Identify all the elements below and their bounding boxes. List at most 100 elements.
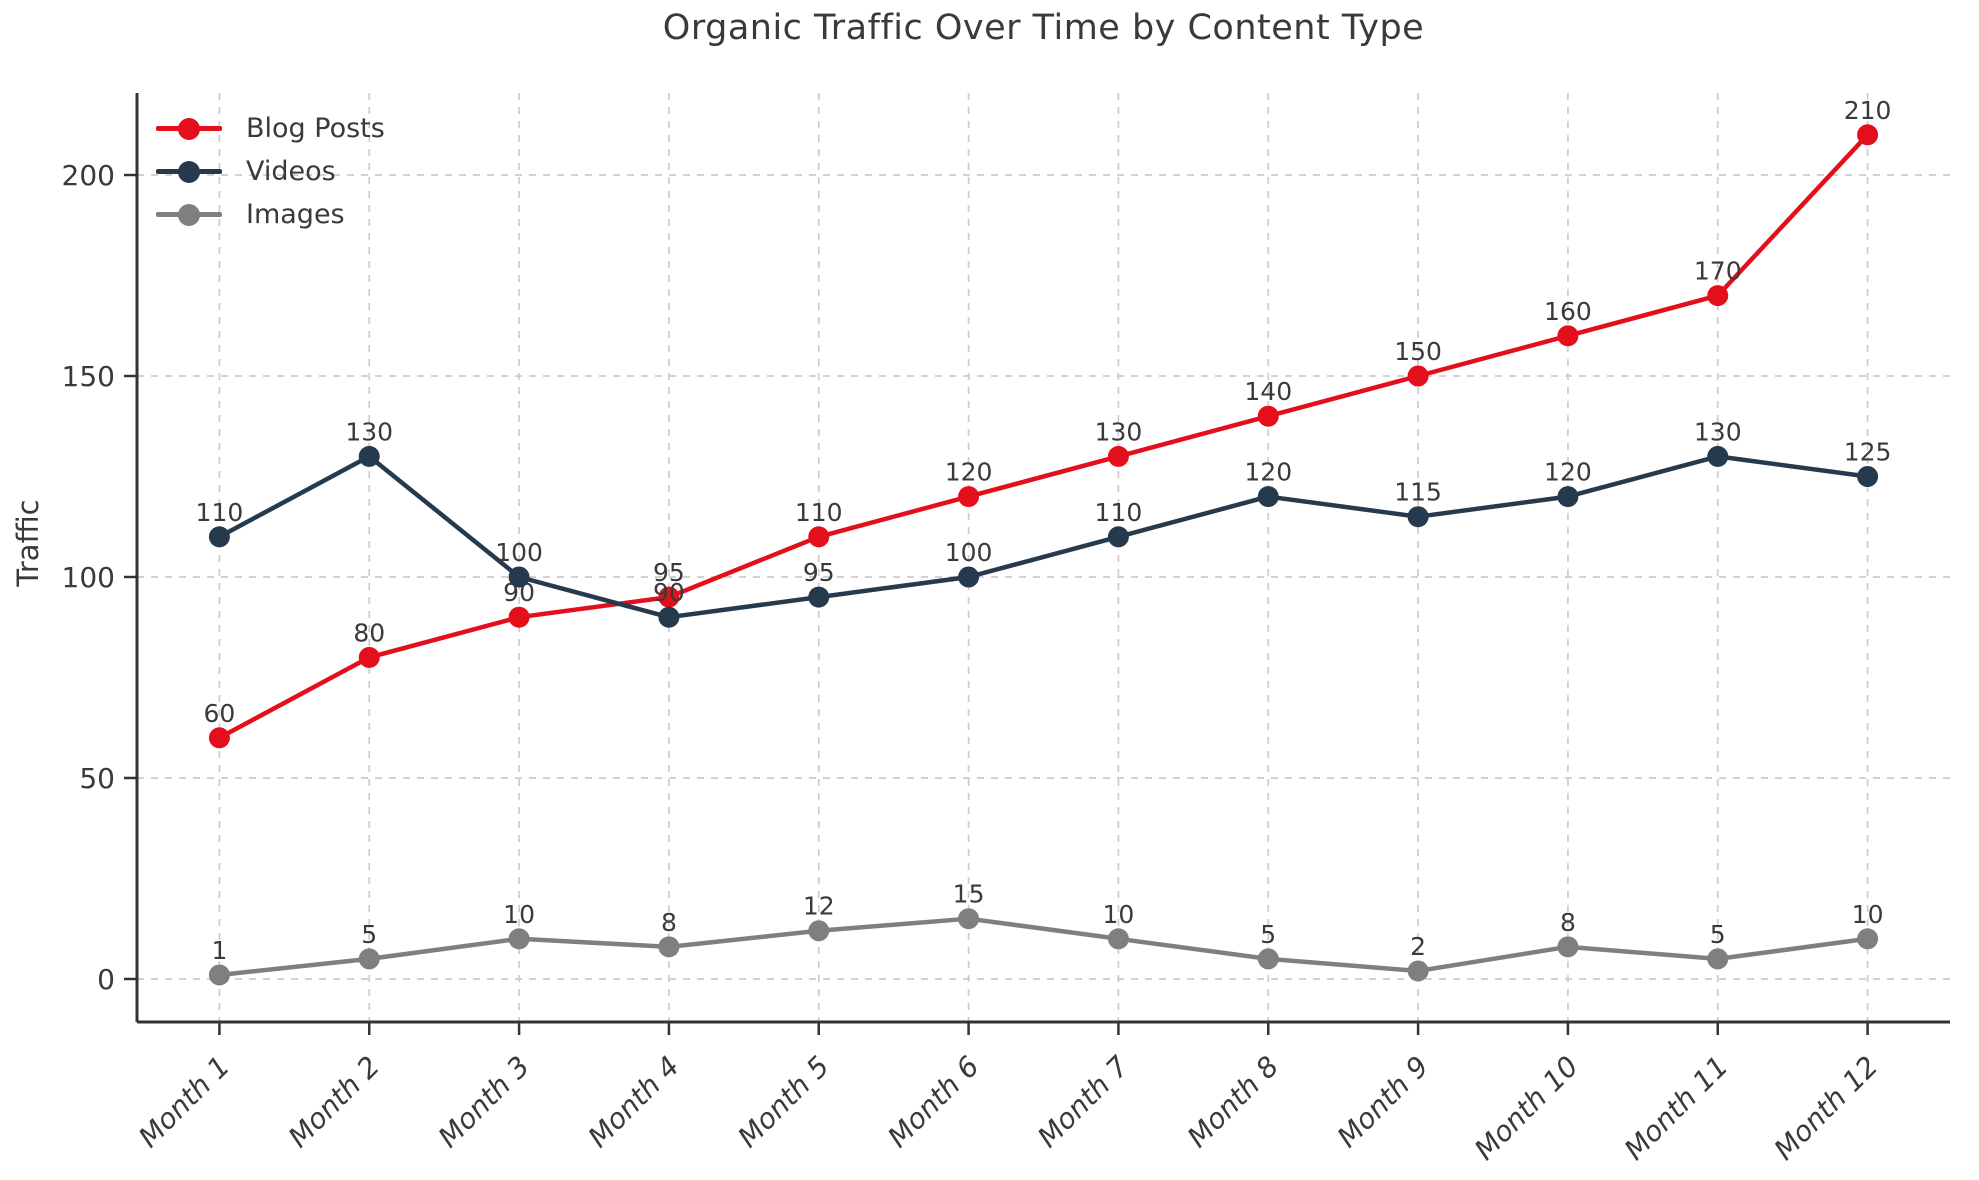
series-line	[219, 916, 1868, 978]
x-tick-label: Month 5	[731, 1050, 835, 1154]
x-tick-label: Month 9	[1331, 1050, 1435, 1154]
data-point	[958, 566, 980, 588]
data-point	[1857, 124, 1879, 146]
data-point-label: 1	[211, 936, 227, 965]
data-point	[208, 964, 230, 986]
data-point-label: 130	[1095, 417, 1143, 446]
data-point-label: 100	[945, 538, 993, 567]
x-tick-label: Month 3	[432, 1050, 536, 1154]
series-line	[218, 133, 1870, 740]
data-point-label: 95	[803, 558, 835, 587]
data-point-label: 110	[1095, 498, 1143, 527]
data-point-label: 170	[1694, 257, 1742, 286]
data-point	[1407, 365, 1429, 387]
data-point-label: 10	[1852, 900, 1884, 929]
data-point	[1107, 526, 1129, 548]
data-point	[358, 948, 380, 970]
y-tick-label: 150	[62, 360, 115, 393]
data-point	[358, 646, 380, 668]
data-point	[1707, 445, 1729, 467]
data-point	[958, 486, 980, 508]
data-point	[958, 908, 980, 930]
data-point	[1557, 936, 1579, 958]
data-point	[358, 445, 380, 467]
legend-item-videos: Videos	[156, 150, 385, 193]
data-point-label: 100	[495, 538, 543, 567]
data-point	[1257, 405, 1279, 427]
legend-item-images: Images	[156, 193, 385, 236]
data-point	[1707, 285, 1729, 307]
data-point-label: 5	[1260, 920, 1276, 949]
legend-swatch-videos-icon	[156, 160, 222, 183]
data-point-label: 120	[1244, 458, 1292, 487]
data-point-label: 140	[1244, 377, 1292, 406]
y-tick-label: 0	[97, 963, 115, 996]
data-point-label: 210	[1844, 96, 1892, 125]
x-tick-label: Month 4	[582, 1050, 686, 1154]
data-point	[1257, 948, 1279, 970]
data-point-label: 80	[353, 618, 385, 647]
legend-label: Blog Posts	[246, 113, 385, 144]
x-tick-label: Month 10	[1468, 1050, 1585, 1167]
legend-marker-icon	[178, 160, 200, 183]
x-tick-label: Month 8	[1181, 1050, 1285, 1154]
data-point	[1557, 486, 1579, 508]
legend-item-blog-posts: Blog Posts	[156, 107, 385, 150]
data-point	[508, 928, 530, 950]
data-point-label: 130	[1694, 417, 1742, 446]
data-point-label: 120	[945, 458, 993, 487]
x-tick-label: Month 11	[1618, 1050, 1735, 1167]
data-point-label: 115	[1394, 478, 1442, 507]
x-tick-label: Month 2	[282, 1050, 386, 1154]
data-point-label: 10	[503, 900, 535, 929]
chart-title: Organic Traffic Over Time by Content Typ…	[662, 8, 1425, 48]
data-point	[658, 936, 680, 958]
data-point	[1707, 948, 1729, 970]
data-point	[658, 606, 680, 628]
legend-label: Images	[246, 199, 345, 230]
legend-label: Videos	[246, 156, 336, 187]
data-point	[808, 920, 830, 942]
data-point-label: 120	[1544, 458, 1592, 487]
data-point-label: 125	[1844, 437, 1892, 466]
y-tick-label: 100	[62, 561, 115, 594]
gridlines	[137, 93, 1950, 1022]
data-point	[208, 727, 230, 749]
legend-swatch-blog-posts-icon	[156, 117, 222, 140]
data-point-label: 130	[345, 417, 393, 446]
data-point-label: 110	[196, 498, 244, 527]
data-point	[1407, 960, 1429, 982]
data-point	[508, 606, 530, 628]
x-tick-label: Month 12	[1768, 1050, 1885, 1167]
data-point-label: 95	[653, 558, 685, 587]
data-point	[1557, 325, 1579, 347]
legend: Blog Posts Videos Images	[156, 107, 385, 236]
data-point-label: 15	[953, 880, 985, 909]
series-line	[218, 454, 1868, 620]
data-point	[808, 586, 830, 608]
data-point-label: 2	[1410, 932, 1426, 961]
data-point	[1107, 928, 1129, 950]
data-point	[1857, 928, 1879, 950]
data-point	[1407, 506, 1429, 528]
data-point	[658, 586, 680, 608]
data-point-label: 60	[204, 699, 236, 728]
y-tick-label: 200	[62, 159, 115, 192]
data-point-label: 5	[361, 920, 377, 949]
x-tick-label: Month 1	[132, 1050, 236, 1154]
data-point-label: 8	[1560, 908, 1576, 937]
data-point	[1257, 486, 1279, 508]
axes	[135, 93, 1950, 1024]
data-point-label: 10	[1103, 900, 1135, 929]
data-point-label: 12	[803, 892, 835, 921]
ticks: 0 50 100 150 200 Month 1 Month 2 Month 3 Month 4…	[62, 159, 1885, 1166]
data-point-label: 110	[795, 498, 843, 527]
y-tick-label: 50	[79, 762, 115, 795]
legend-marker-icon	[178, 117, 200, 140]
data-point	[808, 526, 830, 548]
